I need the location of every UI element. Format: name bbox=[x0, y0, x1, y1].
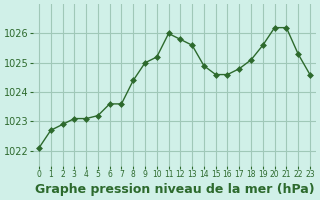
X-axis label: Graphe pression niveau de la mer (hPa): Graphe pression niveau de la mer (hPa) bbox=[35, 183, 314, 196]
